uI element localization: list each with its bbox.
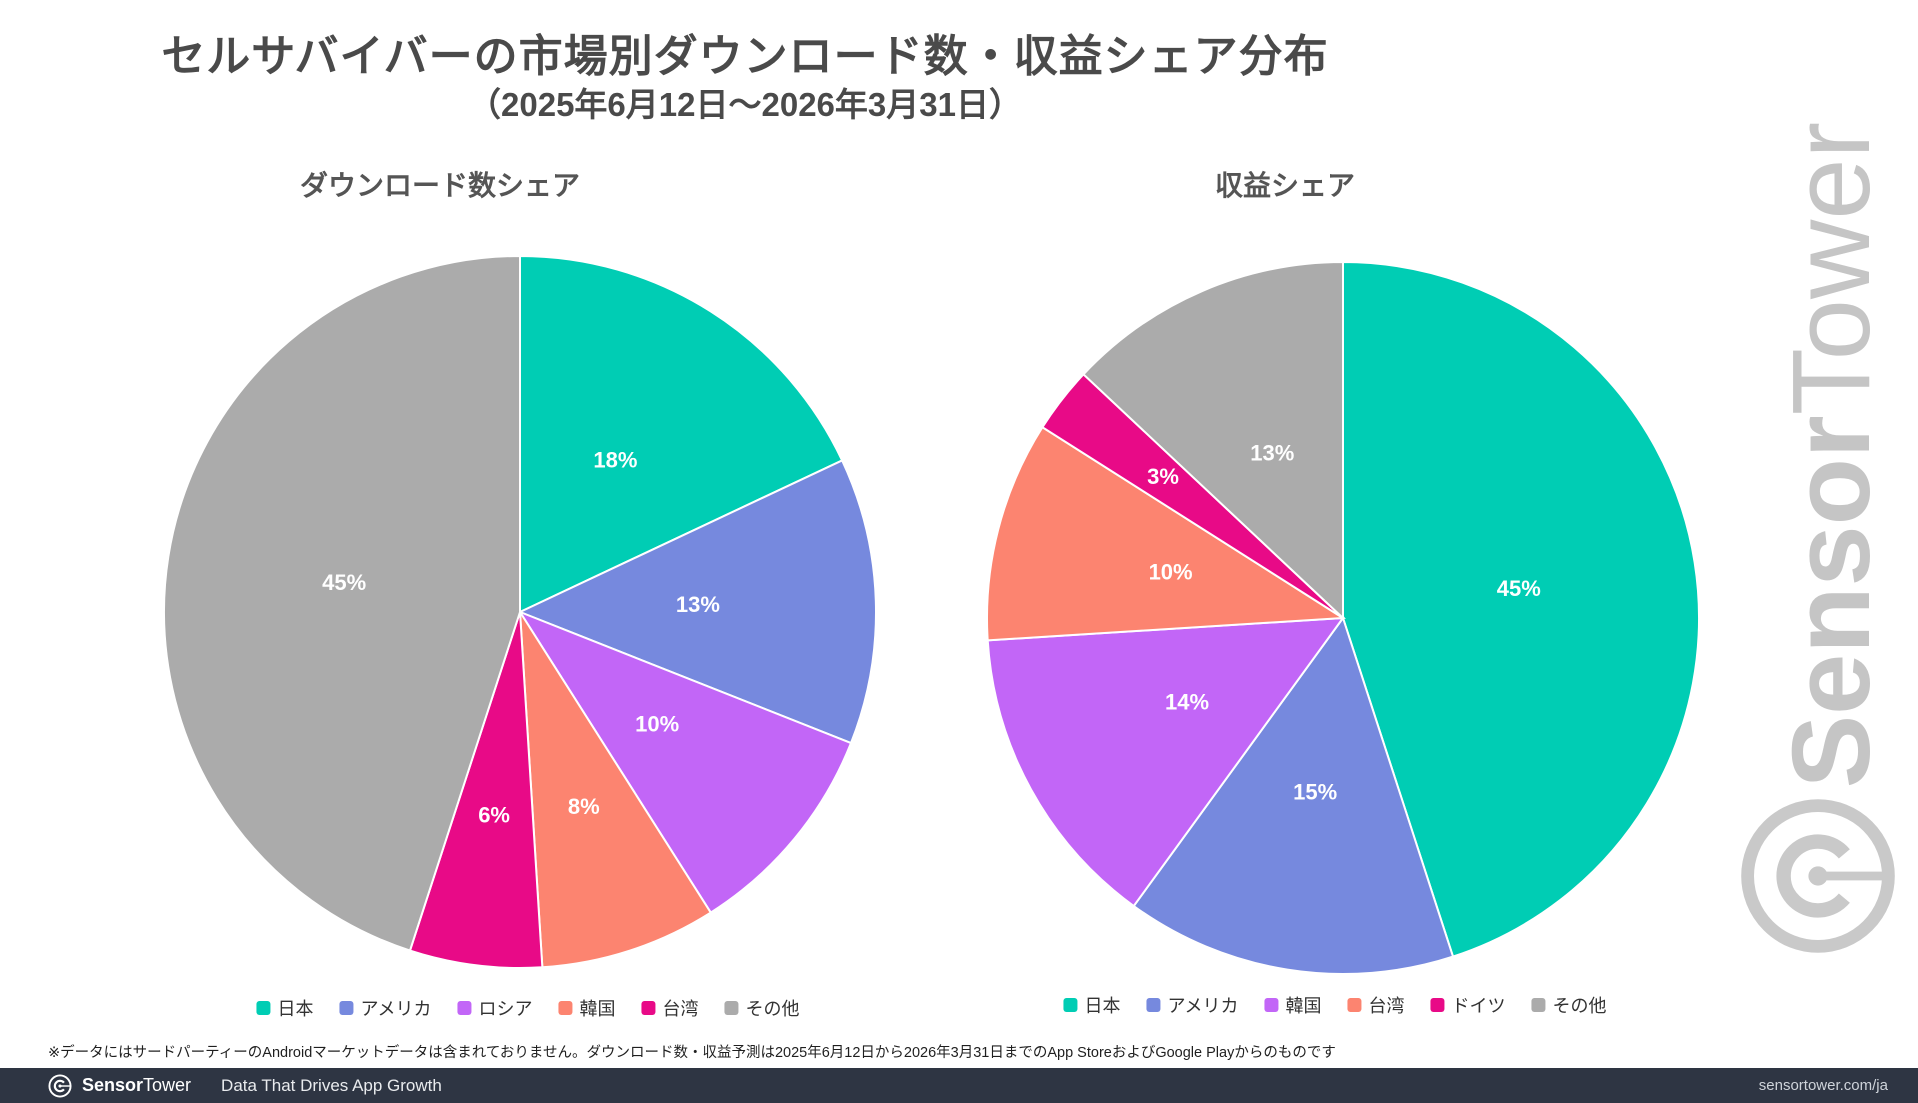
downloads-pie-chart: 18% 13% 10% 8% 6% 45% <box>162 254 877 969</box>
legend-swatch <box>558 1001 573 1015</box>
legend-label: 韓国 <box>579 999 616 1019</box>
legend-label: 韓国 <box>1285 996 1322 1016</box>
legend-item: アメリカ <box>1146 992 1239 1018</box>
pie-slice-1 <box>1342 260 1701 958</box>
pie-slice-3 <box>517 609 853 914</box>
page-title: セルサバイバーの市場別ダウンロード数・収益シェア分布 <box>161 32 1329 81</box>
pie-data-label: 13% <box>676 592 720 617</box>
pie-slice-1 <box>519 254 844 614</box>
revenue-legend: 日本 アメリカ 韓国 台湾 ドイツ その他 <box>1063 992 1607 1018</box>
pie-data-label: 8% <box>568 794 600 819</box>
pie-data-label: 45% <box>322 570 366 595</box>
footer-bar: SensorTower Data That Drives App Growth … <box>0 1068 1918 1103</box>
legend-item: 日本 <box>256 995 313 1021</box>
legend-item: その他 <box>1531 992 1607 1018</box>
footer-brand: SensorTower <box>82 1075 191 1096</box>
sensor-tower-gauge-icon <box>1741 799 1895 953</box>
legend-item: その他 <box>724 995 800 1021</box>
pie-slice-2 <box>1132 615 1455 975</box>
chart-title-downloads: ダウンロード数シェア <box>299 170 581 201</box>
footer-tagline: Data That Drives App Growth <box>221 1075 442 1095</box>
pie-slice-4 <box>986 425 1347 642</box>
legend-label: アメリカ <box>360 999 432 1019</box>
legend-label: その他 <box>1552 996 1607 1016</box>
legend-swatch <box>339 1001 354 1015</box>
watermark-brand-text: SensorTower <box>1762 65 1902 845</box>
legend-swatch <box>641 1001 656 1015</box>
pie-data-label: 18% <box>593 448 637 473</box>
legend-item: 韓国 <box>558 995 616 1021</box>
watermark-brand-bold: Sensor <box>1770 415 1893 789</box>
watermark-brand-light: Tower <box>1770 121 1893 416</box>
pie-slice-6 <box>1082 260 1344 621</box>
footer-brand-light: Tower <box>143 1075 192 1095</box>
pie-data-label: 14% <box>1165 690 1209 715</box>
pie-data-label: 6% <box>478 803 510 828</box>
pie-slice-4 <box>519 611 713 969</box>
legend-swatch <box>1063 998 1078 1012</box>
legend-label: 日本 <box>277 999 314 1019</box>
pie-slice-6 <box>162 254 521 952</box>
legend-swatch <box>1347 998 1362 1012</box>
pie-slice-2 <box>517 459 877 745</box>
pie-slice-3 <box>986 616 1346 908</box>
legend-label: ロシア <box>478 999 533 1019</box>
pie-data-label: 15% <box>1293 780 1337 805</box>
legend-label: 台湾 <box>1368 996 1405 1016</box>
legend-label: 日本 <box>1084 996 1121 1016</box>
legend-swatch <box>724 1001 739 1015</box>
pie-data-label: 10% <box>1149 560 1193 585</box>
legend-item: アメリカ <box>339 995 432 1021</box>
revenue-pie-chart: 45% 15% 14% 10% 3% 13% <box>986 260 1701 975</box>
footnote: ※データにはサードパーティーのAndroidマーケットデータは含まれておりません… <box>48 1045 1336 1061</box>
legend-label: ドイツ <box>1451 996 1506 1016</box>
sensor-tower-logo-icon <box>48 1073 72 1098</box>
legend-swatch <box>1264 998 1279 1012</box>
pie-data-label: 3% <box>1147 464 1179 489</box>
downloads-legend: 日本 アメリカ ロシア 韓国 台湾 その他 <box>256 995 800 1021</box>
legend-item: 台湾 <box>1347 992 1405 1018</box>
pie-slice-5 <box>408 611 544 969</box>
legend-item: 台湾 <box>641 995 699 1021</box>
legend-swatch <box>1146 998 1161 1012</box>
legend-swatch <box>1430 998 1445 1012</box>
legend-swatch <box>457 1001 472 1015</box>
legend-swatch <box>256 1001 271 1015</box>
legend-label: 台湾 <box>662 999 699 1019</box>
pie-data-label: 10% <box>635 711 679 736</box>
footer-brand-bold: Sensor <box>82 1075 144 1095</box>
legend-item: ロシア <box>457 995 533 1021</box>
page-subtitle: （2025年6月12日〜2026年3月31日） <box>468 86 1022 123</box>
legend-item: 韓国 <box>1264 992 1322 1018</box>
footer-url: sensortower.com/ja <box>1758 1077 1888 1094</box>
legend-label: アメリカ <box>1167 996 1239 1016</box>
legend-label: その他 <box>745 999 800 1019</box>
chart-title-revenue: 収益シェア <box>1214 170 1356 201</box>
legend-swatch <box>1531 998 1546 1012</box>
pie-data-label: 13% <box>1250 440 1294 465</box>
legend-item: 日本 <box>1063 992 1120 1018</box>
pie-data-label: 45% <box>1497 576 1541 601</box>
legend-item: ドイツ <box>1430 992 1506 1018</box>
